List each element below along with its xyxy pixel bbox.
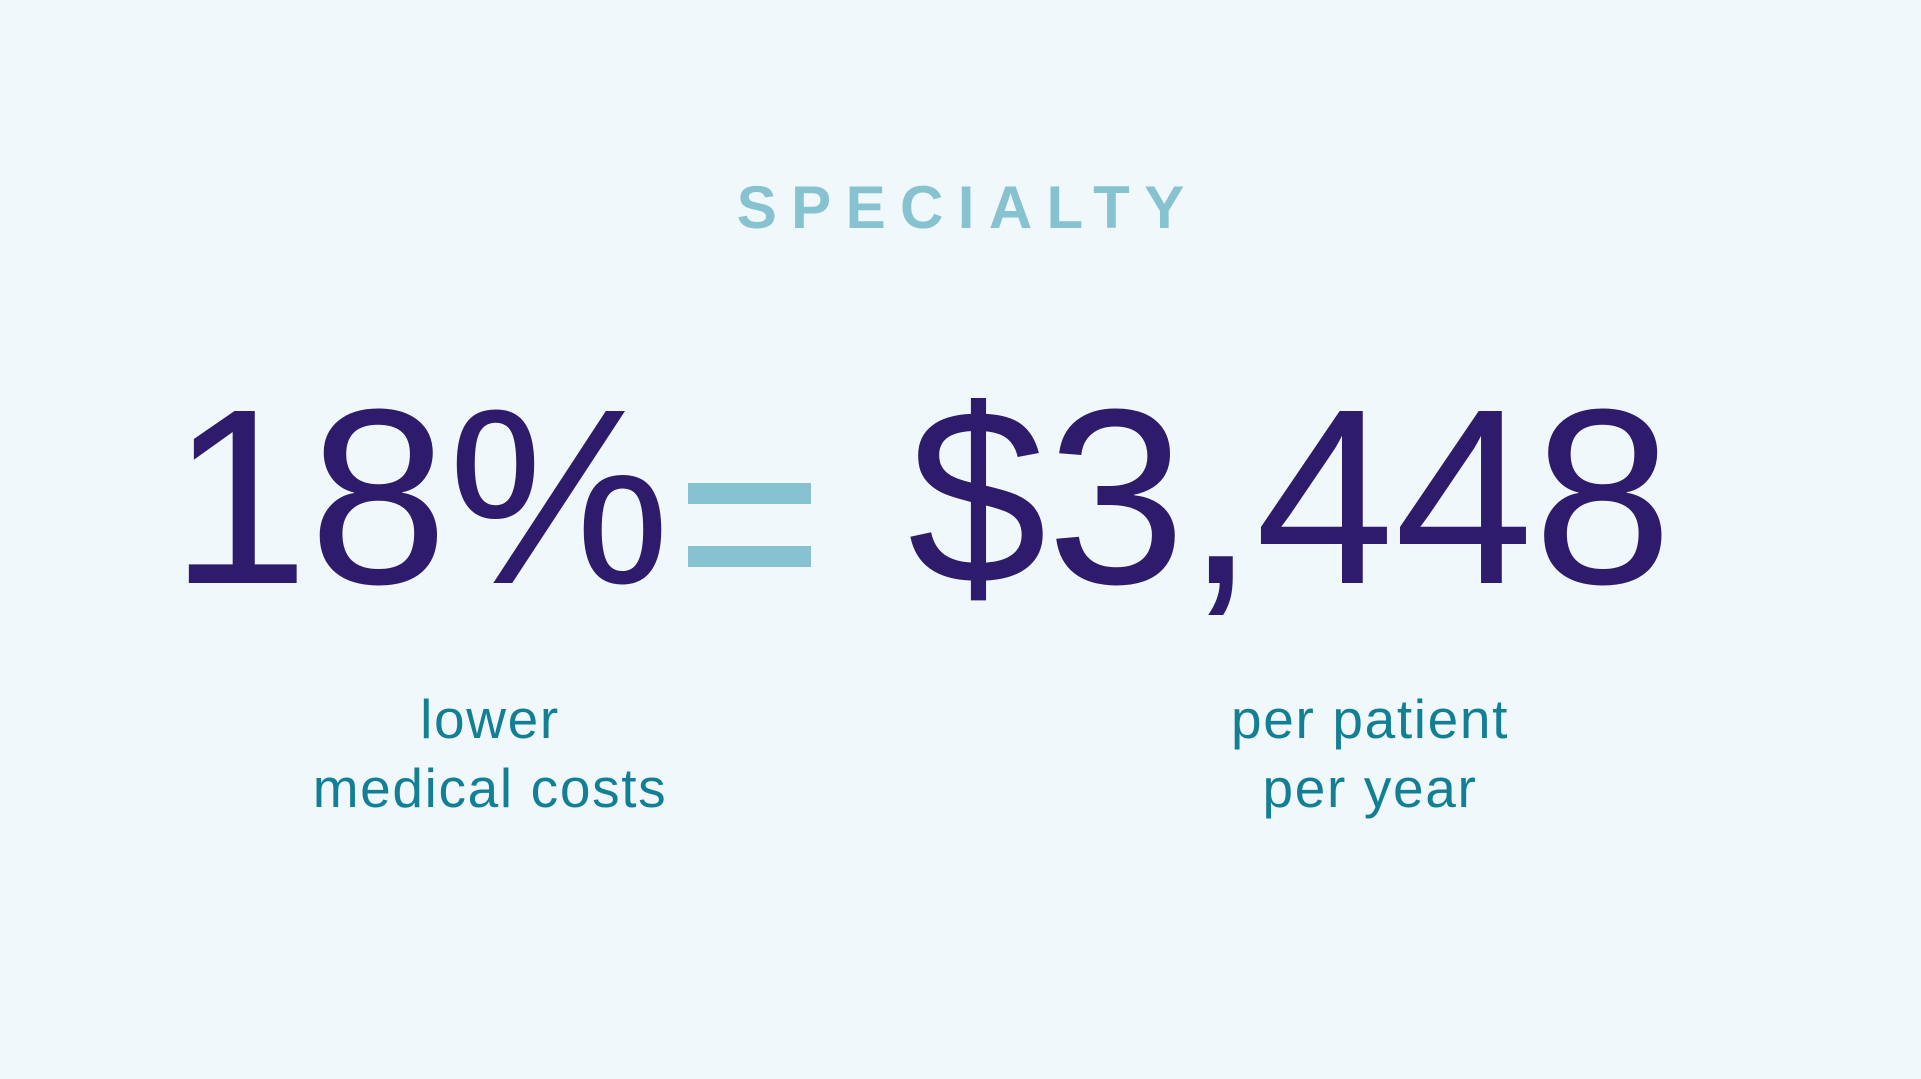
medical-cost-reduction-percent: 18% [169, 357, 671, 636]
left-caption-line-1: lower [420, 688, 560, 750]
right-caption: per patient per year [1120, 685, 1620, 823]
left-caption-line-2: medical costs [312, 757, 668, 819]
equals-bar-bottom [688, 546, 811, 567]
category-heading: SPECIALTY [736, 174, 1199, 241]
left-caption: lower medical costs [240, 685, 740, 823]
equals-bar-top [688, 483, 811, 504]
equals-sign [688, 483, 811, 567]
right-caption-line-2: per year [1262, 757, 1478, 819]
right-caption-line-1: per patient [1230, 688, 1510, 750]
savings-amount: $3,448 [907, 357, 1673, 636]
